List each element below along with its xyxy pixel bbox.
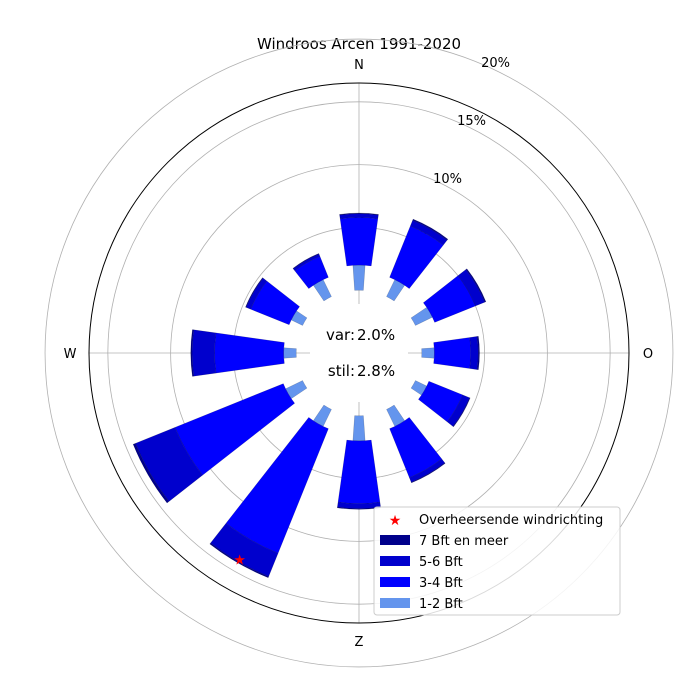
grid-ring: [44, 38, 674, 668]
bar-7-bft-en-meer-ono: [465, 268, 487, 303]
chart-title: Windroos Arcen 1991-2020: [257, 35, 461, 53]
center-info: var: 2.0% stil: 2.8%: [310, 304, 408, 402]
legend-swatch-56bft: [380, 556, 410, 566]
outer-ring: [88, 82, 630, 624]
bar-7-bft-en-meer-zzo: [410, 462, 446, 484]
bar-7-bft-en-meer-wzw: [132, 442, 170, 504]
label-south: Z: [355, 635, 364, 650]
bar-3-4-bft-nnw: [294, 256, 329, 290]
bar-3-4-bft-z: [337, 439, 381, 504]
bar-5-6-bft-w: [191, 329, 217, 377]
bar-3-4-bft-o: [433, 337, 472, 369]
bar-1-2-bft-w: [283, 347, 297, 359]
bar-3-4-bft-n: [339, 217, 379, 267]
bar-5-6-bft-zzw: [210, 522, 279, 577]
bar-7-bft-en-meer-nnw: [292, 253, 320, 270]
bar-5-6-bft-o: [469, 336, 479, 370]
wind-bars: [132, 212, 487, 579]
bar-3-4-bft-wnw: [250, 280, 300, 326]
bar-1-2-bft-n: [352, 264, 366, 291]
stil-label: stil:: [328, 362, 355, 380]
radial-tick-label: 15%: [457, 114, 486, 129]
bar-3-4-bft-zzw: [225, 416, 329, 554]
axis-labels: N O Z W: [64, 58, 654, 650]
legend-label-12bft: 1-2 Bft: [419, 597, 463, 612]
legend-swatch-34bft: [380, 577, 410, 587]
var-value: 2.0%: [357, 326, 395, 344]
bar-3-4-bft-w: [214, 332, 285, 374]
bar-7-bft-en-meer-ozo: [452, 397, 471, 428]
legend-label-prevailing: Overheersende windrichting: [419, 513, 603, 528]
prevailing-marker-layer: ★: [233, 553, 246, 569]
legend-box: [373, 506, 621, 616]
label-east: O: [643, 347, 653, 362]
label-north: N: [354, 58, 364, 73]
bar-7-bft-en-meer-zzw: [209, 542, 270, 579]
bar-1-2-bft-z: [352, 415, 366, 442]
radial-tick-label: 20%: [481, 56, 510, 71]
bar-7-bft-en-meer-w: [190, 329, 194, 377]
legend-label-7bft: 7 Bft en meer: [419, 534, 509, 549]
legend-label-56bft: 5-6 Bft: [419, 555, 463, 570]
bar-1-2-bft-o: [421, 347, 435, 359]
legend-swatch-7bft: [380, 535, 410, 545]
stil-value: 2.8%: [357, 362, 395, 380]
radial-tick-label: 10%: [433, 172, 462, 187]
bar-5-6-bft-nnw: [292, 253, 321, 272]
bar-7-bft-en-meer-wnw: [245, 277, 264, 308]
legend-label-34bft: 3-4 Bft: [419, 576, 463, 591]
legend-swatch-12bft: [380, 598, 410, 608]
bar-5-6-bft-ono: [457, 269, 486, 307]
bar-5-6-bft-zzo: [409, 458, 446, 483]
prevailing-direction-marker: ★: [233, 553, 246, 569]
var-label: var:: [326, 326, 355, 344]
center-disc: [310, 304, 408, 402]
legend-star-icon: ★: [389, 513, 402, 529]
label-west: W: [64, 347, 77, 362]
bar-7-bft-en-meer-o: [476, 335, 480, 371]
bar-7-bft-en-meer-n: [339, 212, 379, 216]
bar-7-bft-en-meer-nno: [412, 218, 449, 241]
bar-3-4-bft-ozo: [418, 380, 463, 423]
legend: ★ Overheersende windrichting 7 Bft en me…: [373, 506, 621, 616]
